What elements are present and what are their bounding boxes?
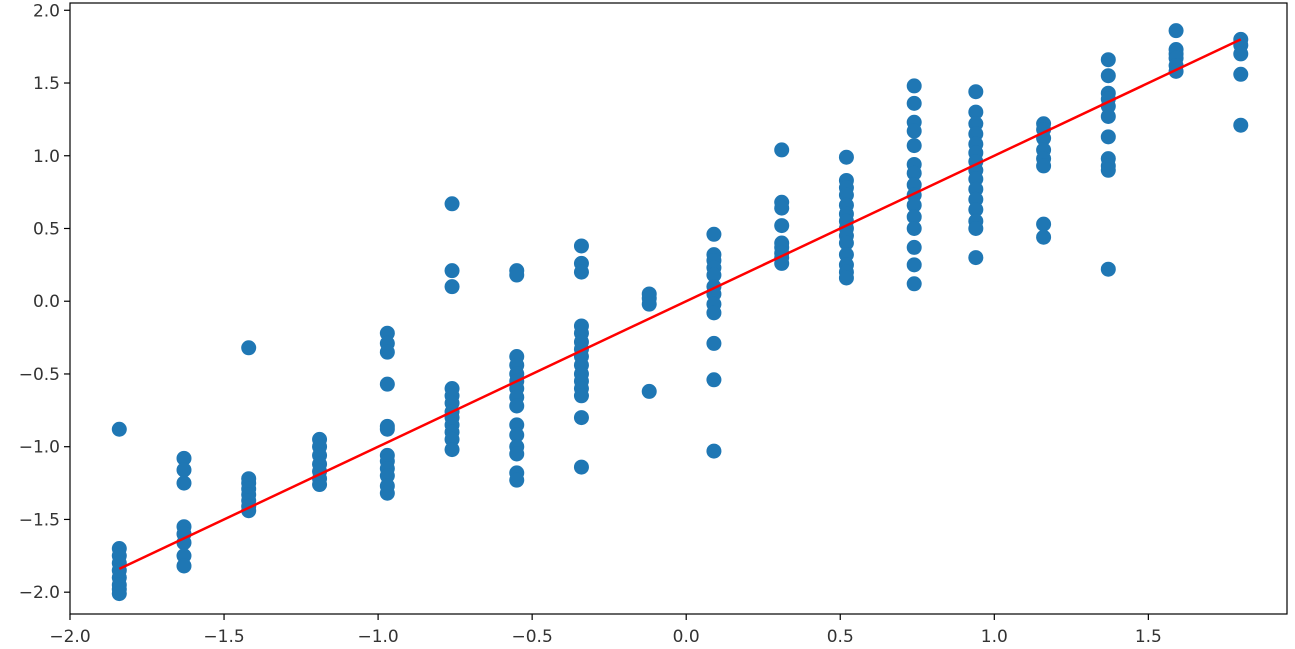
data-point bbox=[1036, 216, 1052, 232]
data-point bbox=[573, 388, 589, 404]
data-point bbox=[1100, 261, 1116, 277]
data-point bbox=[176, 475, 192, 491]
data-point bbox=[111, 421, 127, 437]
regression-line bbox=[118, 38, 1242, 571]
data-point bbox=[838, 270, 854, 286]
data-point bbox=[906, 78, 922, 94]
data-point bbox=[641, 383, 657, 399]
data-point bbox=[1100, 52, 1116, 68]
data-point bbox=[1233, 66, 1249, 82]
regression-line-layer bbox=[118, 38, 1242, 571]
data-point bbox=[906, 209, 922, 225]
data-point bbox=[906, 257, 922, 273]
data-point bbox=[509, 267, 525, 283]
x-tick-label: 1.5 bbox=[1135, 627, 1162, 647]
data-point bbox=[509, 398, 525, 414]
data-point bbox=[706, 226, 722, 242]
data-point bbox=[968, 250, 984, 266]
data-point bbox=[906, 239, 922, 255]
data-point bbox=[774, 142, 790, 158]
data-point bbox=[774, 218, 790, 234]
data-point bbox=[1233, 46, 1249, 62]
x-tick-label: −1.5 bbox=[203, 627, 244, 647]
x-tick-label: 1.0 bbox=[981, 627, 1008, 647]
data-point bbox=[176, 462, 192, 478]
y-tick-label: −1.5 bbox=[19, 510, 60, 530]
data-point bbox=[1100, 68, 1116, 84]
data-point bbox=[111, 586, 127, 602]
data-point bbox=[312, 477, 328, 493]
data-point bbox=[573, 410, 589, 426]
x-axis-ticks: −2.0 −1.5 −1.0 −0.5 0.0 0.5 1.0 1.5 bbox=[49, 614, 1162, 647]
data-point bbox=[241, 340, 257, 356]
data-point bbox=[906, 95, 922, 111]
data-point bbox=[509, 472, 525, 488]
data-point bbox=[1233, 117, 1249, 133]
data-point bbox=[444, 279, 460, 295]
y-tick-label: −1.0 bbox=[19, 438, 60, 458]
data-point bbox=[968, 104, 984, 120]
data-point bbox=[774, 255, 790, 271]
data-point bbox=[509, 427, 525, 443]
plot-area-frame bbox=[69, 2, 1288, 615]
data-point bbox=[706, 267, 722, 283]
data-point bbox=[573, 459, 589, 475]
data-point bbox=[444, 263, 460, 279]
data-point bbox=[1100, 129, 1116, 145]
y-tick-label: −2.0 bbox=[19, 583, 60, 603]
data-point bbox=[641, 296, 657, 312]
data-point bbox=[906, 197, 922, 213]
data-point bbox=[906, 220, 922, 236]
data-point bbox=[379, 421, 395, 437]
y-tick-label: 0.0 bbox=[33, 292, 60, 312]
y-tick-label: 1.5 bbox=[33, 74, 60, 94]
data-point bbox=[1100, 108, 1116, 124]
y-tick-label: 1.0 bbox=[33, 147, 60, 167]
data-point bbox=[968, 202, 984, 218]
data-point bbox=[968, 84, 984, 100]
x-tick-label: −1.0 bbox=[357, 627, 398, 647]
data-point bbox=[706, 335, 722, 351]
data-point bbox=[573, 264, 589, 280]
data-point bbox=[906, 276, 922, 292]
x-tick-label: 0.5 bbox=[827, 627, 854, 647]
data-point bbox=[706, 305, 722, 321]
data-point bbox=[444, 196, 460, 212]
data-point bbox=[379, 344, 395, 360]
data-point bbox=[906, 165, 922, 181]
x-tick-label: −0.5 bbox=[512, 627, 553, 647]
data-point bbox=[509, 446, 525, 462]
data-point bbox=[379, 485, 395, 501]
data-point bbox=[706, 443, 722, 459]
data-point bbox=[176, 558, 192, 574]
data-point bbox=[968, 220, 984, 236]
data-point bbox=[838, 235, 854, 251]
data-point bbox=[379, 376, 395, 392]
data-point bbox=[1168, 23, 1184, 39]
data-point bbox=[444, 442, 460, 458]
data-point bbox=[1100, 162, 1116, 178]
x-tick-label: 0.0 bbox=[673, 627, 700, 647]
data-point bbox=[176, 450, 192, 466]
y-tick-label: 0.5 bbox=[33, 219, 60, 239]
y-axis-ticks: −2.0 −1.5 −1.0 −0.5 0.0 0.5 1.0 1.5 2.0 bbox=[19, 1, 70, 603]
y-tick-label: −0.5 bbox=[19, 365, 60, 385]
data-point bbox=[906, 138, 922, 154]
data-point bbox=[774, 200, 790, 216]
data-point bbox=[1036, 158, 1052, 174]
data-point bbox=[573, 238, 589, 254]
data-point bbox=[838, 149, 854, 165]
data-point bbox=[706, 372, 722, 388]
y-tick-label: 2.0 bbox=[33, 1, 60, 21]
data-point bbox=[1036, 229, 1052, 245]
scatter-points bbox=[111, 23, 1249, 602]
data-point bbox=[906, 123, 922, 139]
x-tick-label: −2.0 bbox=[49, 627, 90, 647]
